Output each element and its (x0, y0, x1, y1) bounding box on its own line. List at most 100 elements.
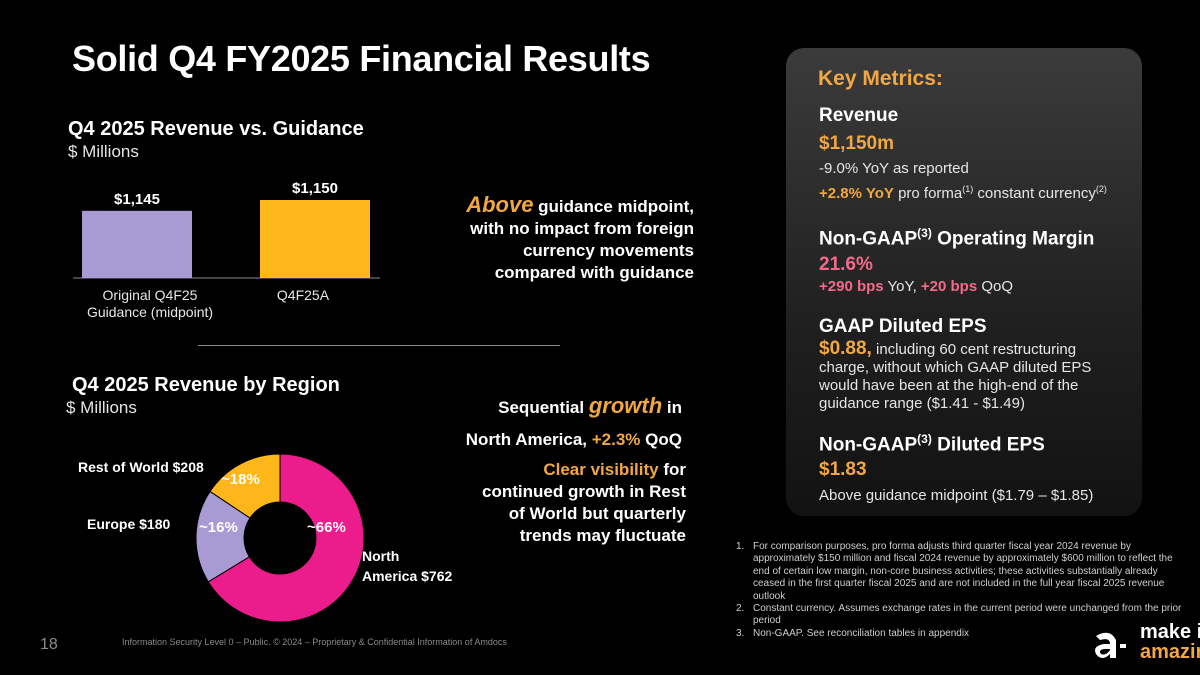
sequential-callout-prefix: Sequential (498, 398, 589, 417)
visibility-callout-line1: Clear visibility for (420, 459, 686, 481)
operating-margin-change: +290 bps YoY, +20 bps QoQ (819, 278, 1013, 295)
guidance-callout-line3: currency movements (522, 241, 694, 260)
footnote-number: 1. (736, 541, 745, 552)
operating-margin-yoy-text: YoY, (883, 278, 921, 295)
pct-label-rest-of-world: ~18% (221, 471, 260, 488)
visibility-callout-line2: continued growth in Rest (482, 482, 686, 501)
operating-margin-head-prefix: Non-GAAP (819, 228, 918, 250)
footnote-text: Constant currency. Assumes exchange rate… (753, 603, 1182, 627)
pct-label-north-america: ~66% (307, 519, 346, 536)
page-number: 18 (40, 636, 58, 653)
key-metrics-title: Key Metrics: (818, 67, 943, 90)
region-donut-chart (195, 453, 365, 623)
footnote-item: 2. Constant currency. Assumes exchange ra… (736, 603, 1188, 628)
pct-label-europe: ~16% (199, 519, 238, 536)
non-gaap-eps-head: Non-GAAP(3) Diluted EPS (819, 432, 1045, 456)
revenue-metric-pro-forma: +2.8% YoY pro forma(1) constant currency… (819, 184, 1107, 202)
legend-label-europe: Europe $180 (87, 516, 171, 532)
footnote-number: 3. (736, 627, 745, 639)
revenue-metric-head: Revenue (819, 105, 899, 126)
region-section-title: Q4 2025 Revenue by Region (72, 374, 340, 396)
non-gaap-eps-footnote-ref: (3) (917, 432, 932, 446)
gaap-eps-line1: $0.88, including 60 cent restructuring (819, 338, 1129, 359)
guidance-callout-line1: Above guidance midpoint, (400, 194, 694, 218)
region-section-unit: $ Millions (66, 398, 137, 417)
revenue-constant-currency-text: constant currency (973, 185, 1096, 202)
footnote-number: 2. (736, 603, 745, 615)
non-gaap-eps-head-suffix: Diluted EPS (931, 434, 1045, 456)
visibility-callout-line1-rest: for (658, 460, 686, 479)
footnote-ref-1: (1) (962, 184, 974, 194)
legend-label-north-america: North America $762 (362, 546, 452, 586)
footnote-item: 1. For comparison purposes, pro forma adj… (736, 541, 1188, 603)
revenue-pro-forma-value: +2.8% YoY (819, 185, 894, 202)
gaap-eps-head: GAAP Diluted EPS (819, 316, 987, 337)
gaap-eps-body: $0.88, including 60 cent restructuring c… (819, 338, 1129, 413)
gaap-eps-line1-text: including 60 cent restructuring (871, 341, 1077, 358)
guidance-callout-line2: with no impact from foreign (470, 219, 694, 238)
brand-tagline-line1: make it (1140, 621, 1200, 643)
brand-tagline: make it amazing (1140, 622, 1200, 662)
legend-label-rest-of-world: Rest of World $208 (78, 459, 204, 475)
guidance-callout: Above guidance midpoint, with no impact … (400, 194, 694, 284)
section-divider (198, 345, 560, 346)
guidance-callout-line4: compared with guidance (494, 263, 694, 282)
operating-margin-qoq-text: QoQ (977, 278, 1014, 295)
donut-slice-north-america (207, 453, 365, 623)
operating-margin-yoy-value: +290 bps (819, 278, 884, 295)
operating-margin-value: 21.6% (819, 254, 873, 275)
bar-guidance (82, 210, 192, 278)
bar-category-label-guidance-line1: Original Q4F25 (102, 287, 198, 303)
non-gaap-eps-head-prefix: Non-GAAP (819, 434, 918, 456)
key-metrics-panel (786, 48, 1142, 516)
bar-category-label-guidance-line2: Guidance (midpoint) (86, 304, 214, 320)
sequential-callout-line2-prefix: North America, (465, 430, 592, 449)
operating-margin-head: Non-GAAP(3) Operating Margin (819, 226, 1094, 250)
gaap-eps-value: $0.88, (819, 338, 872, 359)
revenue-metric-value: $1,150m (819, 133, 895, 154)
bar-category-label-actual: Q4F25A (276, 287, 330, 303)
footnote-text: For comparison purposes, pro forma adjus… (753, 541, 1173, 602)
gaap-eps-line2: charge, without which GAAP diluted EPS (819, 359, 1092, 376)
gaap-eps-line4: guidance range ($1.41 - $1.49) (819, 395, 1025, 412)
visibility-callout-line4: trends may fluctuate (519, 526, 686, 545)
brand-tagline-line2: amazing (1140, 641, 1200, 663)
footer-text: Information Security Level 0 – Public. ©… (122, 637, 507, 647)
footnote-item: 3. Non-GAAP. See reconciliation tables in… (736, 628, 1188, 640)
visibility-callout-emphasis: Clear visibility (543, 460, 659, 479)
revenue-section-title: Q4 2025 Revenue vs. Guidance (68, 118, 364, 140)
legend-label-north-america-line1: North (362, 548, 400, 564)
page-title: Solid Q4 FY2025 Financial Results (72, 38, 651, 79)
sequential-callout-suffix: in (662, 398, 682, 417)
bar-actual (260, 200, 370, 278)
sequential-callout-line2-value: +2.3% (591, 430, 641, 449)
non-gaap-eps-detail: Above guidance midpoint ($1.79 – $1.85) (819, 487, 1094, 504)
non-gaap-eps-value: $1.83 (819, 459, 867, 480)
sequential-callout-line2-suffix: QoQ (640, 430, 682, 449)
guidance-callout-emphasis: Above (466, 192, 534, 217)
operating-margin-qoq-value: +20 bps (920, 278, 978, 295)
revenue-bar-chart (73, 200, 380, 279)
revenue-section-unit: $ Millions (68, 142, 139, 161)
footnote-text: Non-GAAP. See reconciliation tables in a… (753, 627, 970, 639)
bar-value-label-actual: $1,150 (292, 180, 338, 197)
gaap-eps-line3: would have been at the high-end of the (819, 377, 1079, 394)
sequential-callout-line2: North America, +2.3% QoQ (420, 424, 682, 456)
revenue-metric-yoy: -9.0% YoY as reported (819, 160, 969, 177)
guidance-callout-line1-rest: guidance midpoint, (533, 197, 694, 216)
sequential-callout-line1: Sequential growth in (420, 390, 682, 424)
sequential-callout-emphasis: growth (588, 393, 663, 418)
amdocs-logo-icon (1095, 632, 1126, 658)
footnote-ref-2: (2) (1095, 184, 1107, 194)
revenue-pro-forma-text: pro forma (893, 185, 963, 202)
visibility-callout: Clear visibility for continued growth in… (420, 459, 686, 547)
legend-label-north-america-line2: America $762 (362, 568, 453, 584)
sequential-callout: Sequential growth in North America, +2.3… (420, 390, 682, 456)
bar-category-label-guidance: Original Q4F25 Guidance (midpoint) (70, 287, 230, 321)
operating-margin-footnote-ref: (3) (917, 226, 932, 240)
operating-margin-head-suffix: Operating Margin (931, 228, 1095, 250)
bar-value-label-guidance: $1,145 (114, 190, 160, 208)
donut-slice-europe (209, 453, 281, 519)
visibility-callout-line3: of World but quarterly (508, 504, 686, 523)
footnotes-list: 1. For comparison purposes, pro forma adj… (736, 541, 1188, 640)
